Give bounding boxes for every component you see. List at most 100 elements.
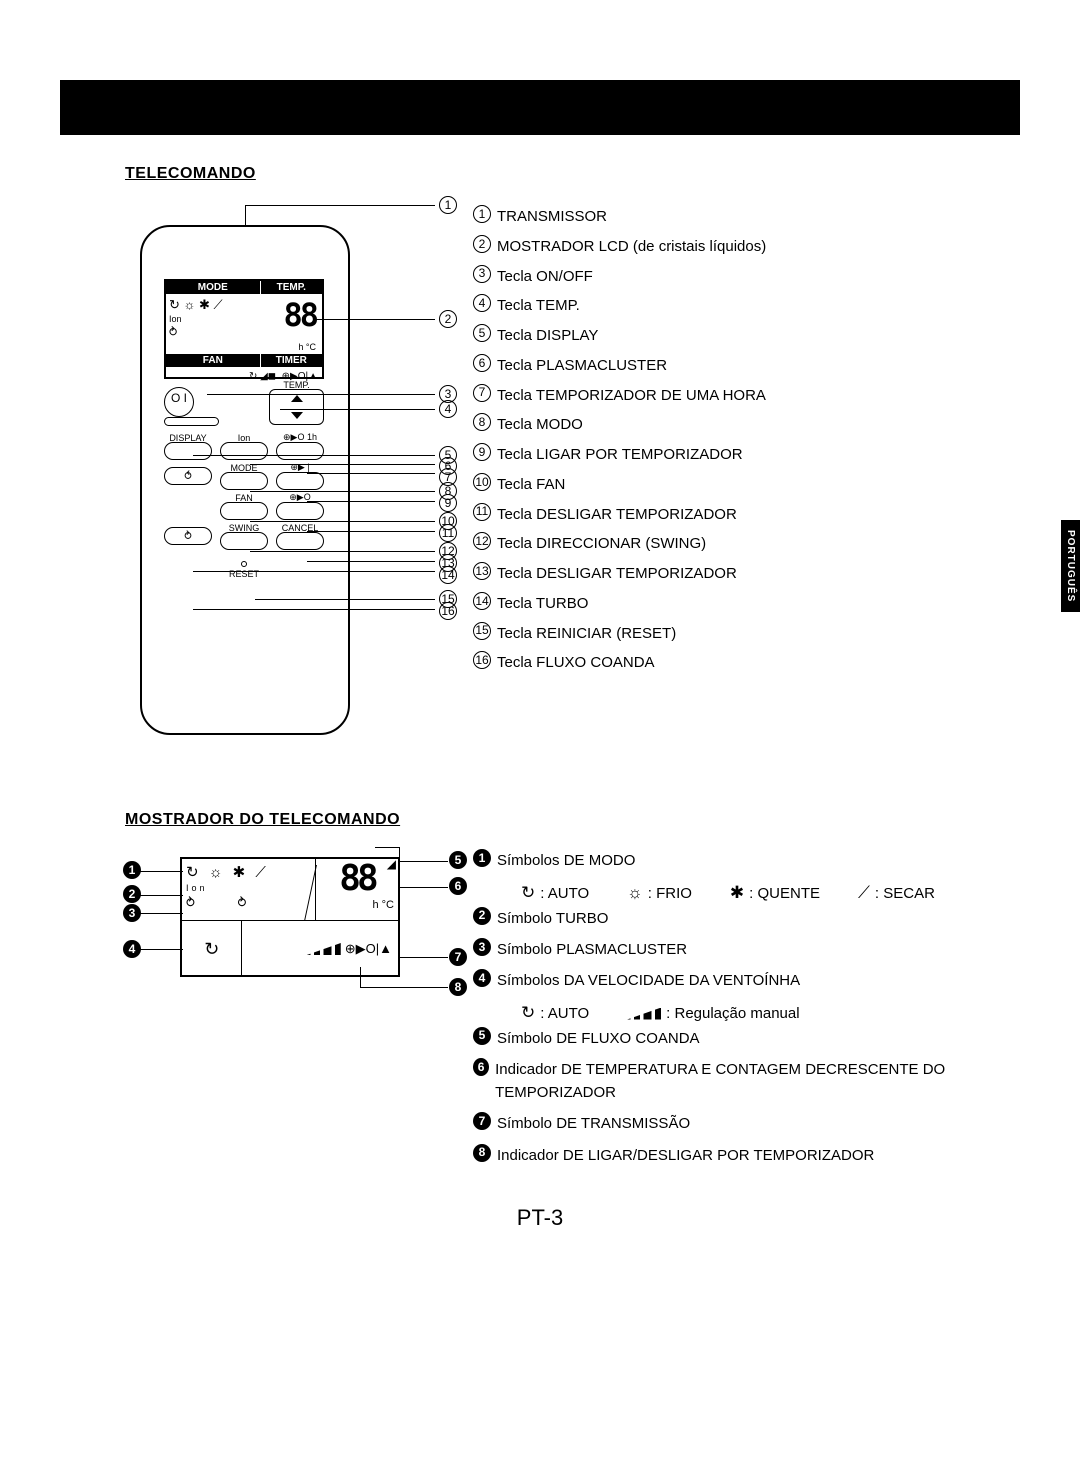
mode-button: [220, 472, 268, 490]
plasmacluster-button: [220, 442, 268, 460]
callout-list-item: 4Tecla TEMP.: [473, 292, 1010, 320]
language-side-tab: PORTUGUÊS: [1061, 520, 1080, 612]
callout-label: Tecla DISPLAY: [497, 322, 598, 350]
callout-number: 2: [473, 235, 491, 253]
callout-marker: 14: [439, 566, 457, 584]
leader-line: [400, 887, 448, 888]
remote-diagram: MODE TEMP. ↻ ☼ ✱ ⟋ Ion ⥁ 88 h °C FAN: [125, 201, 455, 751]
lcd-header-mode: MODE: [166, 281, 260, 294]
callout-marker: 6: [449, 877, 467, 895]
callout-list-item: 11Tecla DESLIGAR TEMPORIZADOR: [473, 501, 1010, 529]
legend-label: Símbolo TURBO: [497, 907, 608, 930]
timer-on-button: [276, 472, 324, 490]
callout-number: 13: [473, 562, 491, 580]
leader-line: [193, 609, 435, 610]
callout-list-item: 12 Tecla DIRECCIONAR (SWING): [473, 530, 1010, 558]
callout-marker: 4: [123, 940, 141, 958]
leader-line: [400, 861, 448, 862]
legend-item: 2Símbolo TURBO: [473, 907, 1010, 930]
callout-marker: 8: [449, 978, 467, 996]
leader-line: [250, 491, 435, 492]
callout-list-item: 3 Tecla ON/OFF: [473, 263, 1010, 291]
callout-marker: 2: [123, 885, 141, 903]
callout-list-item: 8 Tecla MODO: [473, 411, 1010, 439]
callout-label: Tecla DIRECCIONAR (SWING): [497, 530, 706, 558]
legend-item: 5 Símbolo DE FLUXO COANDA: [473, 1027, 1010, 1050]
mode-icon: ↻: [521, 880, 535, 906]
timer-off-button: [276, 502, 324, 520]
legend-sub-row: ↻ : AUTO : Regulação manual: [521, 1000, 1010, 1026]
leader-line: [193, 571, 435, 572]
callout-number: 1: [473, 205, 491, 223]
legend-symbol: ↻ : AUTO: [521, 880, 589, 906]
mode-icon: ⟋: [858, 880, 870, 906]
leader-line: [307, 561, 435, 562]
callout-list-item: 5Tecla DISPLAY: [473, 322, 1010, 350]
callout-label: MOSTRADOR LCD (de cristais líquidos): [497, 233, 766, 261]
legend-item: 1Símbolos DE MODO: [473, 849, 1010, 872]
turbo-button: ⥁: [164, 527, 212, 545]
leader-line: [360, 987, 448, 988]
callout-list-item: 1 TRANSMISSOR: [473, 203, 1010, 231]
leader-line: [207, 394, 435, 395]
legend-number: 3: [473, 938, 491, 956]
callout-marker: 1: [439, 196, 457, 214]
leader-line: [375, 847, 400, 861]
callout-label: Tecla TEMPORIZADOR DE UMA HORA: [497, 382, 766, 410]
section-title-remote: TELECOMANDO: [125, 165, 1010, 183]
cancel-button: [276, 532, 324, 550]
callout-label: Tecla TEMP.: [497, 292, 580, 320]
fan-button: [220, 502, 268, 520]
callout-number: 16: [473, 651, 491, 669]
callout-label: Tecla TURBO: [497, 590, 588, 618]
leader-line: [360, 967, 361, 987]
callout-number: 10: [473, 473, 491, 491]
leader-line: [280, 409, 435, 410]
onoff-button: O I: [164, 387, 194, 417]
leader-line: [245, 205, 435, 206]
callout-number: 3: [473, 265, 491, 283]
callout-label: Tecla ON/OFF: [497, 263, 593, 291]
leader-line: [193, 455, 435, 456]
callout-label: Tecla DESLIGAR TEMPORIZADOR: [497, 560, 737, 588]
callout-marker: 5: [449, 851, 467, 869]
callout-label: Tecla MODO: [497, 411, 583, 439]
legend-item: 8Indicador DE LIGAR/DESLIGAR POR TEMPORI…: [473, 1144, 1010, 1167]
fan-bars-icon: [627, 1008, 661, 1020]
leader-line: [400, 957, 448, 958]
legend-label: Símbolo PLASMACLUSTER: [497, 938, 687, 961]
callout-number: 6: [473, 354, 491, 372]
callout-list-item: 2 MOSTRADOR LCD (de cristais líquidos): [473, 233, 1010, 261]
leader-line: [245, 205, 246, 225]
callout-number: 8: [473, 413, 491, 431]
callout-marker: 1: [123, 861, 141, 879]
callout-label: Tecla FAN: [497, 471, 565, 499]
remote-callout-list: 1 TRANSMISSOR 2 MOSTRADOR LCD (de cristais …: [473, 201, 1010, 751]
legend-label: Indicador DE TEMPERATURA E CONTAGEM DECR…: [495, 1058, 1010, 1105]
leader-line: [307, 531, 435, 532]
callout-number: 15: [473, 622, 491, 640]
callout-list-item: 6Tecla PLASMACLUSTER: [473, 352, 1010, 380]
lcd-ion-label: Ion: [186, 883, 311, 893]
swing-button: [220, 532, 268, 550]
leader-line: [313, 319, 435, 320]
display-button: [164, 442, 212, 460]
legend-number: 5: [473, 1027, 491, 1045]
page-number: PT-3: [70, 1205, 1010, 1231]
reset-hole: [241, 561, 247, 567]
lcd-fan-auto-icon: ↻: [182, 921, 242, 977]
callout-label: Tecla FLUXO COANDA: [497, 649, 655, 677]
fan-auto-icon: ↻: [521, 1000, 535, 1026]
callout-label: Tecla DESLIGAR TEMPORIZADOR: [497, 501, 737, 529]
lcd-digits: 88: [283, 296, 316, 334]
callout-number: 12: [473, 532, 491, 550]
mode-icon: ☼: [627, 880, 643, 906]
coanda-button: ⥀: [164, 467, 212, 485]
header-black-bar: [60, 80, 1020, 135]
one-hour-timer-button: [276, 442, 324, 460]
legend-label: Símbolo DE FLUXO COANDA: [497, 1027, 700, 1050]
legend-label: Símbolos DE MODO: [497, 849, 635, 872]
callout-label: TRANSMISSOR: [497, 203, 607, 231]
leader-line: [250, 464, 435, 465]
lcd-mode-icons: ↻ ☼ ✱ ⟋: [186, 863, 311, 881]
